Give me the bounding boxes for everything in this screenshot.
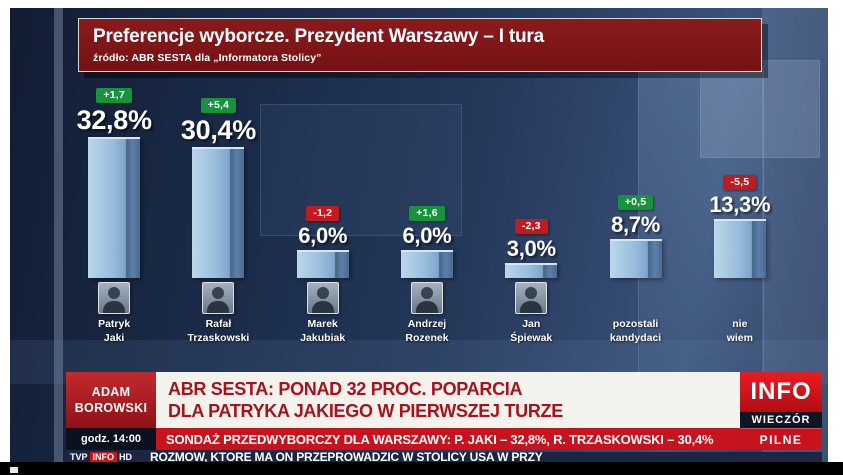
candidate-name: nie wiem	[727, 318, 753, 350]
headline: ABR SESTA: PONAD 32 PROC. POPARCIA DLA P…	[156, 372, 740, 428]
lower-third: ADAM BOROWSKI godz. 14:00 ABR SESTA: PON…	[66, 372, 822, 450]
change-badge: +1,7	[96, 87, 132, 103]
change-badge: -2,3	[514, 218, 548, 234]
player-marker	[10, 467, 18, 473]
candidate-name: Jan Śpiewak	[510, 318, 552, 350]
candidate-column: +1,6 6,0% Andrzej Rozenek	[375, 64, 479, 350]
reporter-name: ADAM BOROWSKI	[66, 372, 156, 428]
urgent-badge: PILNE	[740, 428, 822, 450]
change-badge: +0,5	[617, 194, 654, 210]
channel-logo: INFO	[740, 372, 822, 412]
news-ticker: SONDAŻ PRZEDWYBORCZY DLA WARSZAWY: P. JA…	[156, 428, 740, 450]
tvp-logo-text: TVP	[70, 452, 88, 462]
candidate-photo	[202, 282, 235, 314]
candidate-name-line1: Patryk	[98, 318, 131, 330]
result-bar	[505, 263, 558, 278]
candidate-column: +0,5 8,7% pozostali kandydaci	[583, 64, 687, 350]
program-name: WIECZÓR	[740, 412, 822, 428]
candidate-name-line2: Rozenek	[405, 331, 449, 344]
headline-stack: ABR SESTA: PONAD 32 PROC. POPARCIA DLA P…	[156, 372, 740, 450]
reporter-name-line1: ADAM	[91, 385, 131, 399]
change-badge: -5,5	[723, 174, 757, 190]
candidate-name: Andrzej Rozenek	[405, 318, 448, 350]
change-badge: +5,4	[200, 97, 237, 113]
candidate-name: Rafał Trzaskowski	[187, 318, 249, 350]
candidate-column: -2,3 3,0% Jan Śpiewak	[479, 64, 583, 350]
candidate-column: -1,2 6,0% Marek Jakubiak	[271, 64, 375, 350]
candidate-column: +5,4 30,4% Rafał Trzaskowski	[166, 64, 270, 350]
candidate-name-line1: Marek	[307, 318, 338, 330]
candidate-name-line2: Trzaskowski	[187, 331, 250, 344]
candidate-photo	[306, 282, 339, 314]
reporter-name-line2: BOROWSKI	[74, 401, 148, 415]
candidate-name-line1: Rafał	[205, 318, 232, 330]
result-bar	[192, 147, 245, 278]
headline-line2: DLA PATRYKA JAKIEGO W PIERWSZEJ TURZE	[168, 401, 563, 421]
candidate-name-line2: Jaki	[103, 331, 125, 344]
result-bar	[609, 239, 662, 278]
percentage-label: 6,0%	[298, 222, 348, 248]
candidate-name: pozostali kandydaci	[610, 318, 661, 350]
candidate-name-line2: Jakubiak	[300, 331, 346, 344]
result-bar	[400, 250, 453, 278]
reporter-box: ADAM BOROWSKI godz. 14:00	[66, 372, 156, 450]
percentage-label: 13,3%	[709, 191, 771, 217]
candidate-photo	[515, 282, 548, 314]
percentage-label: 3,0%	[506, 235, 556, 261]
candidate-name: Marek Jakubiak	[300, 318, 345, 350]
candidate-photo	[98, 282, 131, 314]
candidate-column: -5,5 13,3% nie wiem	[688, 64, 792, 350]
hd-logo-text: HD	[119, 452, 133, 462]
candidate-column: +1,7 32,8% Patryk Jaki	[62, 64, 166, 350]
headline-line1: ABR SESTA: PONAD 32 PROC. POPARCIA	[168, 378, 523, 399]
background-block	[54, 8, 63, 462]
candidate-name-line2: kandydaci	[609, 331, 662, 344]
result-bar	[296, 250, 349, 278]
change-badge: +1,6	[409, 205, 445, 221]
candidate-name-line1: pozostali	[612, 318, 659, 330]
change-badge: -1,2	[306, 205, 340, 221]
chart-title-box: Preferencje wyborcze. Prezydent Warszawy…	[78, 18, 762, 72]
result-bar	[88, 137, 141, 278]
candidate-name-line1: Andrzej	[407, 318, 447, 330]
tvp-info-hd-logo: TVP INFO HD	[66, 452, 136, 462]
percentage-label: 6,0%	[402, 222, 452, 248]
percentage-label: 30,4%	[180, 114, 256, 145]
percentage-label: 8,7%	[611, 211, 661, 237]
chart-columns: +1,7 32,8% Patryk Jaki +5,4 30,4% Rafał …	[62, 64, 792, 350]
bottom-ticker: ROZMÓW, KTÓRE MA ON PRZEPROWADZIĆ W STOL…	[150, 452, 543, 462]
chart-title: Preferencje wyborcze. Prezydent Warszawy…	[93, 26, 544, 47]
candidate-name: Patryk Jaki	[98, 318, 130, 350]
candidate-name-line2: Śpiewak	[510, 331, 553, 344]
candidate-name-line1: nie	[732, 318, 748, 330]
candidate-name-line1: Jan	[522, 318, 541, 330]
candidate-name-line2: wiem	[726, 331, 753, 344]
info-logo-text: INFO	[89, 452, 118, 462]
candidate-photo	[410, 282, 443, 314]
bottom-ticker-row: TVP INFO HD ROZMÓW, KTÓRE MA ON PRZEPROW…	[66, 452, 822, 462]
letterbox-bar	[0, 462, 843, 475]
brand-stack: INFO WIECZÓR PILNE	[740, 372, 822, 450]
result-bar	[713, 219, 766, 278]
chart-source: źródło: ABR SESTA dla „Informatora Stoli…	[93, 52, 322, 64]
percentage-label: 32,8%	[76, 104, 152, 135]
broadcast-screen: Preferencje wyborcze. Prezydent Warszawy…	[10, 8, 828, 462]
time-label: godz. 14:00	[66, 428, 156, 450]
